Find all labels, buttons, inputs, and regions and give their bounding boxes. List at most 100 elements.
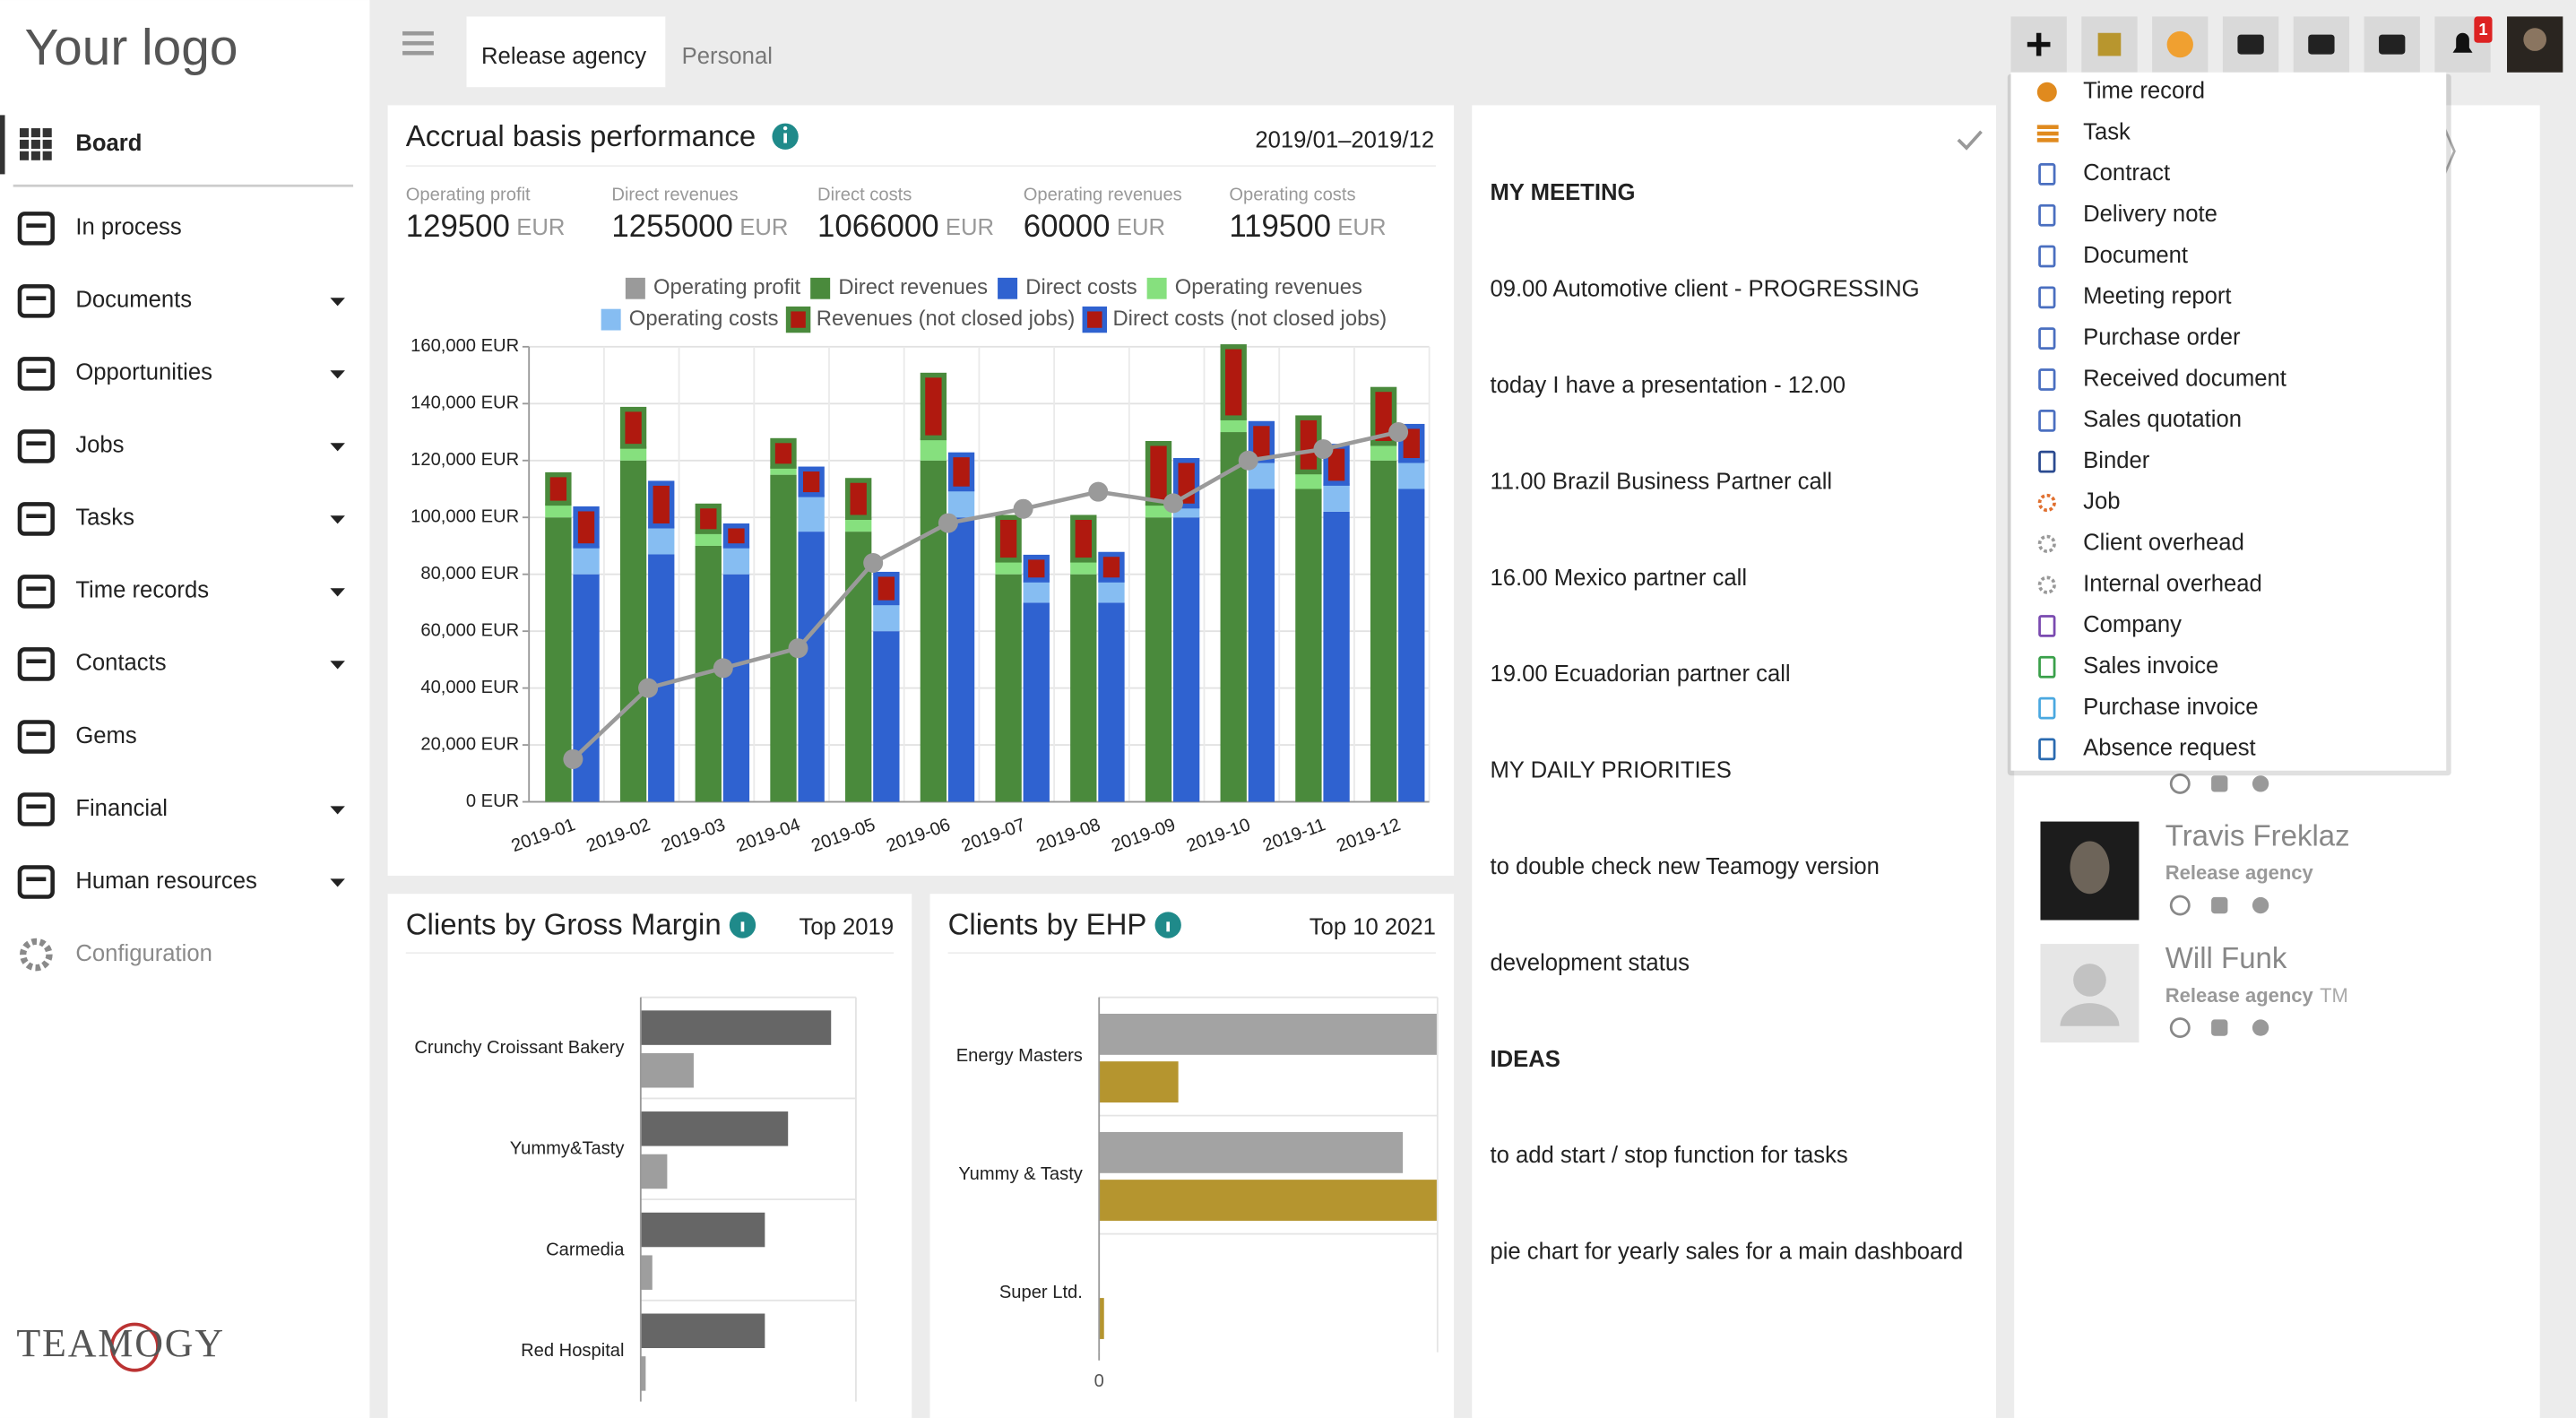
sidebar-item[interactable]: Gems [17, 720, 137, 754]
check-icon[interactable] [1957, 130, 1983, 151]
menu-label: Internal overhead [2083, 571, 2262, 596]
legend-item[interactable]: Operating profit [625, 275, 801, 299]
note-line: MY MEETING [1490, 180, 1635, 205]
status-icon[interactable] [2169, 895, 2191, 916]
sidebar-item[interactable]: Jobs [17, 429, 345, 463]
status-icon[interactable] [2169, 773, 2191, 794]
status-icon[interactable] [2252, 896, 2269, 914]
bar-segment [920, 372, 947, 441]
bar-segment [798, 494, 825, 532]
kpi-unit: EUR [946, 215, 994, 240]
kpi-value: 119500 [1229, 209, 1331, 244]
y-tick-label: 100,000 EUR [411, 507, 519, 527]
menu-label: Absence request [2083, 736, 2256, 761]
sidebar-item[interactable]: Opportunities [17, 357, 345, 391]
bar-segment [920, 437, 947, 461]
user-avatar[interactable] [2507, 16, 2563, 73]
panel-title: Accrual basis performance [406, 119, 756, 152]
note-line: MY DAILY PRIORITIES [1490, 758, 1731, 783]
toolbar-button[interactable] [2152, 16, 2209, 73]
menu-item[interactable]: Sales quotation [2038, 407, 2242, 432]
sidebar-item[interactable]: In process [17, 212, 182, 246]
menu-item[interactable]: Time record [2036, 79, 2205, 104]
bar-segment [770, 466, 797, 475]
y-tick-label: 120,000 EUR [411, 450, 519, 470]
icon [17, 502, 55, 536]
toolbar-button[interactable] [2434, 16, 2491, 73]
legend-item[interactable]: Operating costs [601, 307, 779, 331]
menu-item[interactable]: Client overhead [2037, 531, 2244, 556]
legend-label: Direct costs [1025, 275, 1137, 299]
status-icon[interactable] [2169, 1017, 2191, 1039]
legend-item[interactable]: Revenues (not closed jobs) [785, 307, 1076, 333]
y-tick-label: 60,000 EUR [420, 620, 519, 640]
menu-item[interactable]: Internal overhead [2037, 571, 2262, 596]
bar-segment [947, 452, 975, 492]
sidebar-label: Configuration [75, 941, 212, 966]
avatar-face [2523, 28, 2547, 51]
status-icon[interactable] [2211, 1019, 2228, 1036]
menu-item[interactable]: Contract [2038, 160, 2171, 186]
menu-item[interactable]: Absence request [2038, 736, 2256, 761]
period: Top 2019 [800, 914, 895, 939]
icon [17, 575, 55, 609]
sidebar-item[interactable]: Human resources [17, 865, 345, 899]
icon [26, 514, 47, 519]
bar [640, 1010, 832, 1045]
x-tick-label: 0 [1094, 1371, 1104, 1391]
menu-item[interactable]: Meeting report [2038, 284, 2232, 309]
sidebar-item[interactable]: Documents [17, 284, 345, 318]
icon [17, 357, 55, 391]
legend-item[interactable]: Direct costs (not closed jobs) [1082, 307, 1387, 333]
bar-segment [798, 466, 825, 497]
icon [26, 877, 47, 882]
menu-item[interactable]: Sales invoice [2038, 653, 2219, 679]
brand-mark [109, 1322, 160, 1372]
sidebar-item[interactable]: Tasks [17, 502, 345, 536]
menu-item[interactable]: Binder [2038, 448, 2150, 473]
bar [1099, 1014, 1438, 1055]
sidebar-item[interactable]: Time records [17, 575, 345, 609]
status-icon[interactable] [2252, 775, 2269, 792]
toolbar-button[interactable] [2364, 16, 2420, 73]
menu-item[interactable]: Received document [2038, 366, 2286, 391]
line-point [788, 638, 808, 659]
sidebar-item[interactable]: Financial [17, 792, 345, 826]
sidebar-label: In process [75, 215, 181, 240]
menu-item[interactable]: Purchase order [2038, 324, 2241, 350]
menu-item[interactable]: Delivery note [2038, 202, 2217, 227]
sidebar-item[interactable]: Configuration [19, 938, 212, 972]
menu-item[interactable]: Company [2038, 612, 2183, 637]
toolbar-button[interactable] [2081, 16, 2138, 73]
menu-label: Purchase invoice [2083, 695, 2258, 720]
menu-item[interactable]: Purchase invoice [2038, 695, 2259, 720]
status-icon[interactable] [2211, 896, 2228, 914]
menu-item[interactable]: Document [2038, 243, 2189, 268]
status-icon[interactable] [2252, 1019, 2269, 1036]
menu-item[interactable]: Task [2036, 119, 2131, 144]
toolbar-button[interactable] [2293, 16, 2350, 73]
sidebar-item[interactable]: Board [0, 115, 354, 187]
menu-toggle[interactable] [402, 30, 434, 56]
info-glyph [1166, 921, 1171, 932]
status-icon[interactable] [2211, 775, 2228, 792]
bar-segment [1295, 471, 1322, 489]
tab[interactable]: Release agency [481, 44, 646, 69]
sidebar-item[interactable]: Contacts [17, 647, 345, 681]
bar-segment [1023, 580, 1050, 603]
menu-item[interactable]: Job [2037, 489, 2121, 514]
bar-segment [648, 525, 675, 555]
legend-label: Direct costs (not closed jobs) [1112, 307, 1387, 331]
category-label: Crunchy Croissant Bakery [414, 1038, 625, 1058]
toolbar-button[interactable] [2010, 16, 2067, 73]
toolbar-button[interactable] [2222, 16, 2279, 73]
icon [30, 151, 40, 160]
icon [2379, 34, 2406, 55]
bar-segment [1398, 460, 1425, 489]
legend-item[interactable]: Direct revenues [810, 275, 988, 299]
menu-icon [2038, 409, 2056, 432]
legend-swatch [998, 277, 1018, 299]
legend-item[interactable]: Operating revenues [1146, 275, 1362, 299]
legend-item[interactable]: Direct costs [998, 275, 1137, 299]
tab[interactable]: Personal [682, 44, 773, 69]
